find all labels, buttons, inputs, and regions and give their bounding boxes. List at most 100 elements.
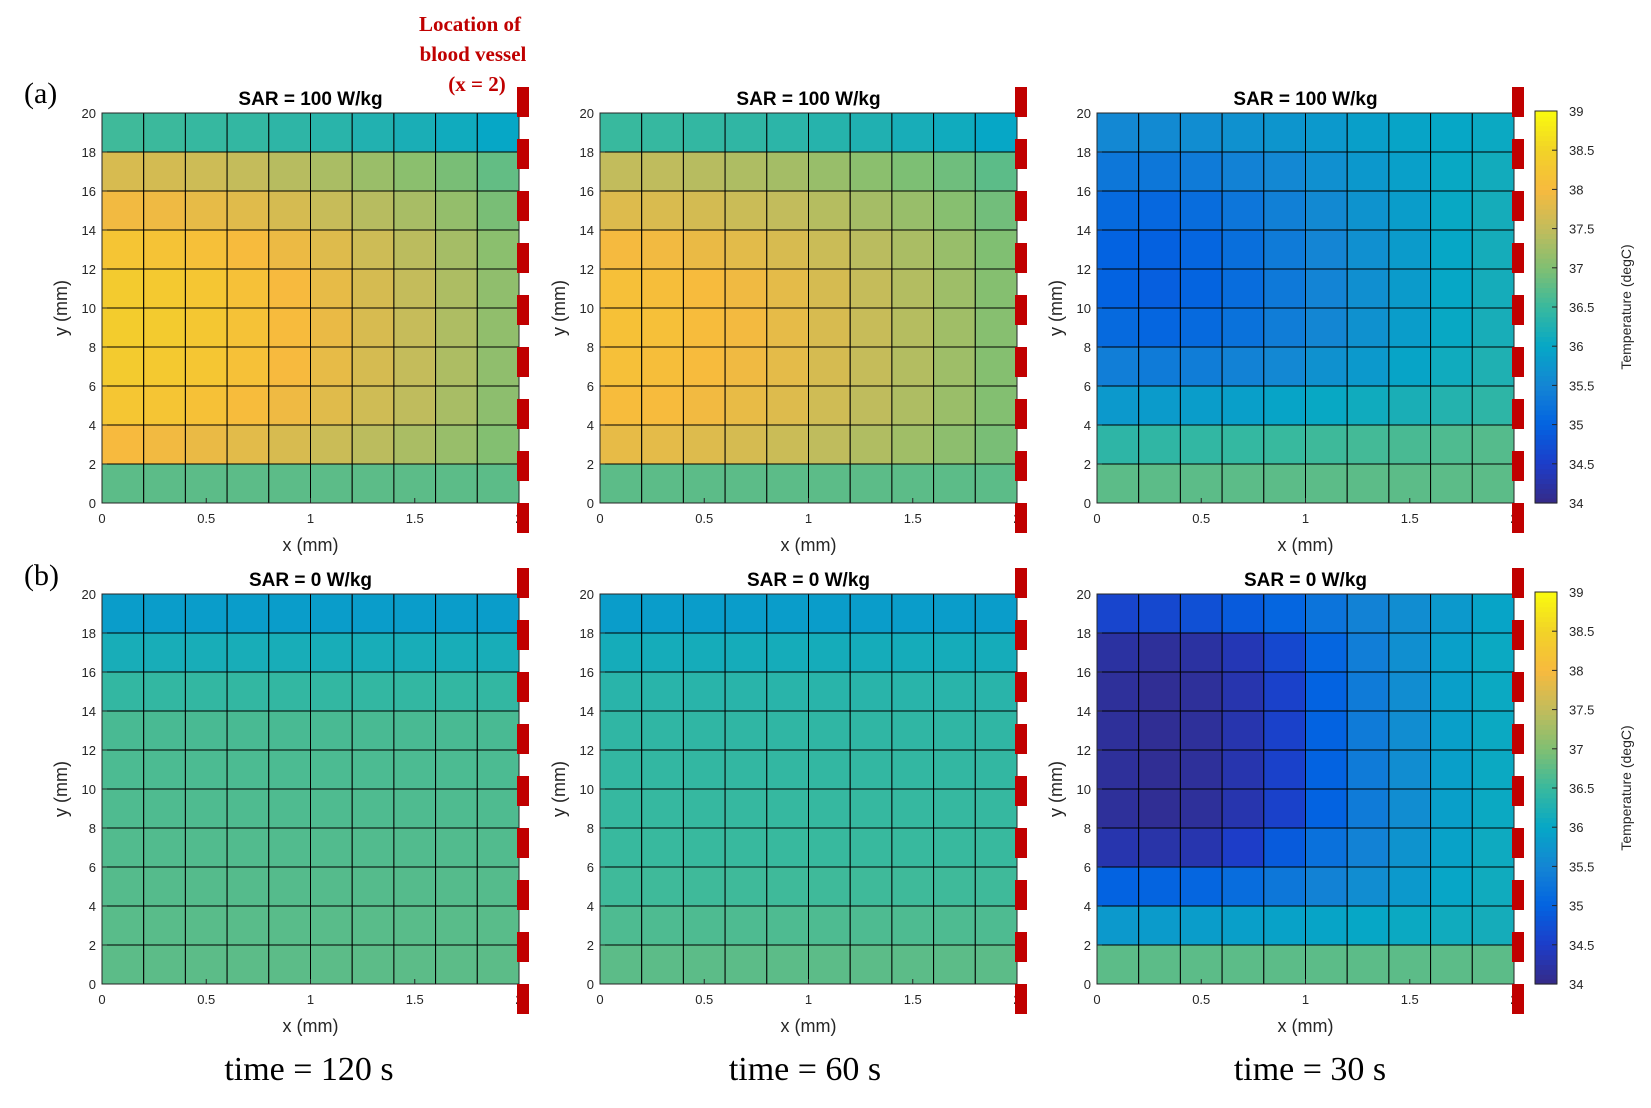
colorbar-segment [1535,920,1557,926]
colorbar-segment [1535,223,1557,230]
heatmap-cell [226,671,270,712]
heatmap-cell [1471,424,1515,465]
y-tick-label: 8 [89,821,96,836]
heatmap-cell [974,632,1018,673]
heatmap-cell [1471,866,1515,907]
colorbar-segment [1535,974,1557,980]
heatmap-cell [1263,827,1307,868]
colorbar-segment [1535,493,1557,499]
heatmap-cell [101,944,145,985]
heatmap-cell [766,151,809,192]
colorbar-segment [1535,979,1557,985]
colorbar-tick-label: 34.5 [1569,938,1594,953]
heatmap-cell [599,632,643,673]
heatmap-cell [849,424,893,465]
heatmap-cell [1430,944,1473,985]
heatmap-cell [849,346,893,387]
heatmap-cell [476,710,520,751]
heatmap-cell [1263,424,1307,465]
heatmap-cell [1221,151,1265,192]
heatmap-cell [1430,151,1473,192]
heatmap-cell [1305,268,1348,309]
colorbar-segment [1535,949,1557,956]
heatmap-cell [1096,190,1140,231]
heatmap-cell [682,346,726,387]
y-tick-label: 14 [1077,704,1091,719]
colorbar-segment [1535,724,1557,730]
heatmap-cell [1430,827,1473,868]
y-tick-label: 12 [82,743,96,758]
heatmap-cell [1305,749,1348,790]
heatmap-cell [435,788,478,829]
heatmap-cell [724,463,768,504]
heatmap-cell [1221,788,1265,829]
heatmap-cell [1138,385,1181,426]
heatmap-cell [1221,112,1265,153]
heatmap-cell [226,463,270,504]
heatmap-cell [351,463,395,504]
heatmap-cell [766,632,809,673]
heatmap-cell [184,346,228,387]
colorbar-segment [1535,606,1557,613]
heatmap-cell [226,229,270,270]
heatmap-cell [268,229,311,270]
annotation-line-1: Location of [419,12,522,36]
x-tick-label: 0.5 [197,511,215,526]
colorbar-segment [1535,444,1557,450]
heatmap-cell [808,671,851,712]
heatmap-cell [599,268,643,309]
heatmap-cell [682,944,726,985]
colorbar-segment [1535,944,1557,951]
y-tick-label: 20 [1077,106,1091,121]
heatmap-cell [1179,112,1223,153]
colorbar-tick-label: 38 [1569,182,1583,197]
heatmap-cell [1263,593,1307,634]
x-tick-label: 0 [98,511,105,526]
colorbar-tick-label: 37.5 [1569,703,1594,718]
heatmap-cell [1096,632,1140,673]
heatmap-cell [724,905,768,946]
heatmap-cell [1305,346,1348,387]
blood-vessel-dash [1512,295,1524,325]
heatmap-panel-a-30: 00.511.5202468101214161820x (mm)y (mm)SA… [1046,87,1634,555]
heatmap-cell [101,190,145,231]
heatmap-cell [226,944,270,985]
heatmap-cell [1471,905,1515,946]
heatmap-cell [310,463,353,504]
heatmap-cell [101,749,145,790]
heatmap-cell [1388,632,1432,673]
heatmap-cell [351,749,395,790]
heatmap-cell [184,944,228,985]
heatmap-cell [393,307,437,348]
colorbar-segment [1535,621,1557,627]
colorbar-segment [1535,881,1557,887]
heatmap-cell [641,671,684,712]
heatmap-cell [143,788,186,829]
colorbar-segment [1535,380,1557,386]
heatmap-cell [849,788,893,829]
heatmap-cell [1179,710,1223,751]
colorbar-segment [1535,272,1557,279]
heatmap-cell [435,424,478,465]
colorbar-segment [1535,140,1557,146]
blood-vessel-dash [517,451,529,481]
heatmap-cell [1430,112,1473,153]
annotation-line-2: blood vessel [420,42,527,66]
colorbar-segment [1535,150,1557,156]
heatmap-cell [101,827,145,868]
heatmap-cell [101,268,145,309]
y-tick-label: 4 [89,899,96,914]
colorbar-segment [1535,650,1557,657]
heatmap-cell [1430,632,1473,673]
blood-vessel-dash [1512,880,1524,910]
heatmap-cell [1179,151,1223,192]
colorbar-segment [1535,414,1557,421]
heatmap-cell [808,827,851,868]
heatmap-cell [808,749,851,790]
heatmap-cell [682,905,726,946]
colorbar-segment [1535,209,1557,215]
heatmap-cell [184,593,228,634]
colorbar-segment [1535,218,1557,225]
heatmap-cell [1430,710,1473,751]
heatmap-cell [641,346,684,387]
